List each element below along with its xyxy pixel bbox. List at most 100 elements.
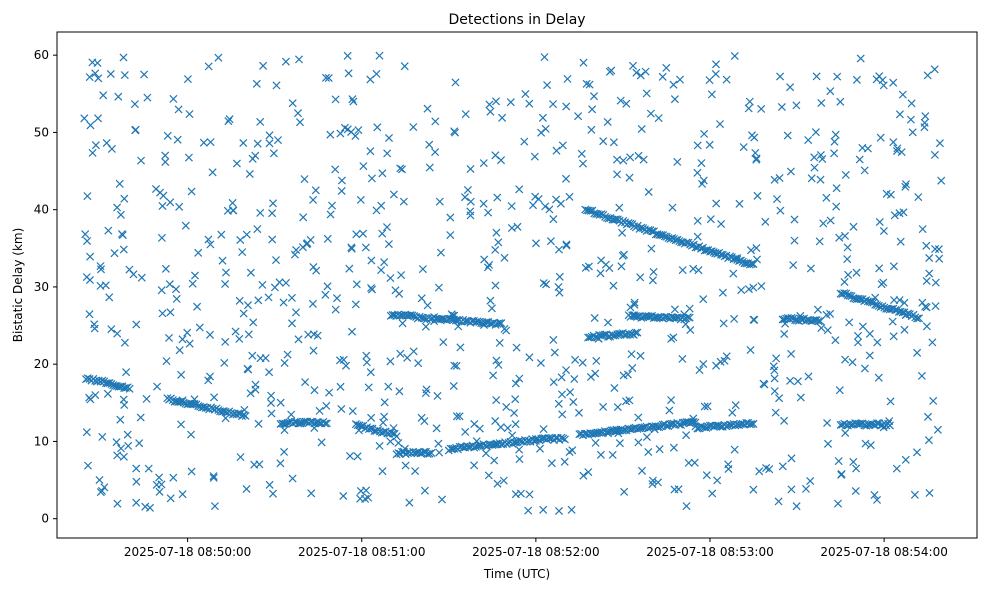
data-point xyxy=(618,228,627,237)
data-point xyxy=(235,296,244,305)
data-point xyxy=(80,114,89,123)
data-point xyxy=(636,71,645,80)
data-point xyxy=(243,364,252,373)
data-point xyxy=(683,313,692,322)
data-point xyxy=(131,125,140,134)
data-point xyxy=(584,206,593,215)
data-point xyxy=(103,389,112,398)
data-point xyxy=(204,62,213,71)
data-point xyxy=(762,463,771,473)
data-point xyxy=(557,390,567,399)
data-point xyxy=(816,317,825,326)
data-point xyxy=(739,143,748,152)
data-point xyxy=(321,419,330,428)
data-point xyxy=(634,413,643,422)
data-point xyxy=(232,159,241,168)
data-point xyxy=(491,151,500,160)
data-point xyxy=(584,468,593,477)
data-point xyxy=(269,149,278,158)
data-point xyxy=(851,486,860,496)
data-point xyxy=(204,376,213,385)
data-point xyxy=(479,159,488,168)
data-point xyxy=(865,329,874,338)
data-point xyxy=(538,113,547,122)
y-axis-label: Bistatic Delay (km) xyxy=(11,228,25,343)
data-point xyxy=(398,319,407,328)
data-point xyxy=(619,156,628,165)
data-point xyxy=(731,401,740,410)
data-point xyxy=(243,301,253,310)
data-point xyxy=(421,389,430,398)
data-point xyxy=(268,235,277,244)
data-point xyxy=(535,444,545,453)
data-point xyxy=(834,457,843,466)
data-point xyxy=(636,273,645,282)
data-point xyxy=(221,268,231,277)
data-point xyxy=(515,185,524,194)
data-point xyxy=(549,378,558,387)
data-point xyxy=(921,112,930,121)
data-point xyxy=(239,309,248,318)
data-point xyxy=(810,163,819,172)
data-point xyxy=(190,271,200,280)
data-point xyxy=(648,480,657,489)
data-point xyxy=(693,424,702,433)
data-point xyxy=(541,202,550,211)
data-point xyxy=(560,435,569,444)
data-point xyxy=(718,288,727,297)
data-point xyxy=(607,66,616,75)
data-point xyxy=(323,234,332,243)
data-point xyxy=(744,285,753,294)
data-point xyxy=(774,497,783,506)
data-point xyxy=(852,268,861,277)
data-point xyxy=(241,411,250,420)
data-point xyxy=(700,402,709,411)
data-point xyxy=(769,362,778,371)
data-point xyxy=(678,354,687,363)
data-point xyxy=(826,309,835,318)
data-point xyxy=(315,406,324,415)
data-point xyxy=(276,398,285,407)
data-point xyxy=(492,396,501,405)
data-point xyxy=(425,140,434,149)
data-point xyxy=(708,489,717,498)
data-point xyxy=(433,391,442,400)
data-point xyxy=(856,54,865,63)
data-point xyxy=(396,164,405,173)
data-point xyxy=(920,123,929,132)
data-point xyxy=(636,351,645,360)
data-point xyxy=(525,99,534,108)
data-point xyxy=(826,216,835,225)
data-point xyxy=(918,225,927,234)
data-point xyxy=(786,167,795,176)
data-point xyxy=(166,308,175,317)
data-point xyxy=(929,396,938,405)
data-point xyxy=(536,358,545,368)
data-point xyxy=(755,467,764,476)
data-point xyxy=(309,262,318,272)
data-point xyxy=(166,494,175,503)
data-point xyxy=(878,76,887,85)
data-point xyxy=(615,439,624,448)
data-point xyxy=(423,104,432,113)
data-point xyxy=(579,58,588,67)
data-point xyxy=(550,348,559,357)
data-point xyxy=(712,199,721,208)
data-point xyxy=(378,467,387,476)
data-point xyxy=(110,249,119,258)
data-point xyxy=(690,458,699,467)
data-point xyxy=(446,213,455,222)
data-point xyxy=(251,385,260,394)
data-point xyxy=(654,114,663,123)
data-point xyxy=(562,366,571,375)
data-point xyxy=(221,279,230,289)
data-point xyxy=(630,300,639,309)
data-point xyxy=(206,138,215,147)
data-point xyxy=(757,282,766,291)
data-point xyxy=(375,51,384,60)
data-point xyxy=(890,296,899,305)
data-point xyxy=(264,293,273,302)
data-point xyxy=(205,372,215,381)
data-point xyxy=(326,130,335,139)
data-point xyxy=(858,322,867,331)
